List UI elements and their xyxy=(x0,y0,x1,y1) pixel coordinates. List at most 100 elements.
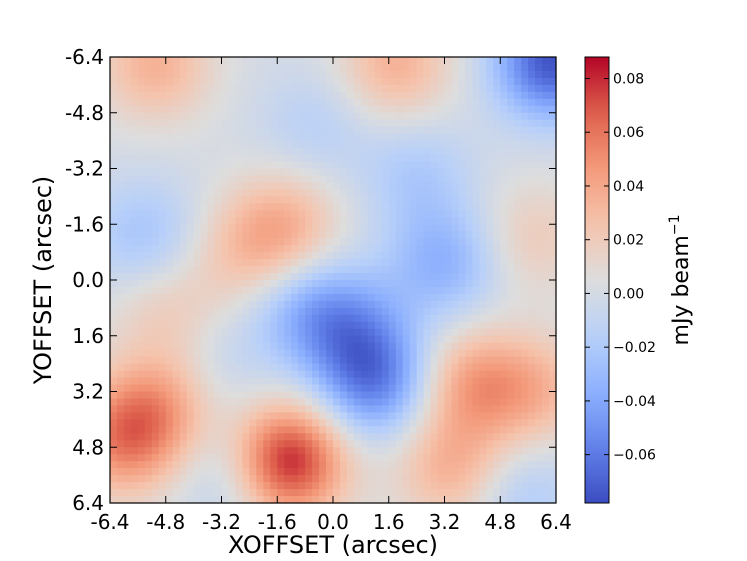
heatmap-cell xyxy=(486,70,494,79)
heatmap-cell xyxy=(367,489,376,497)
heatmap-cell xyxy=(514,91,522,100)
heatmap-cell xyxy=(333,398,341,407)
heatmap-cell xyxy=(388,252,397,260)
heatmap-cell xyxy=(305,412,313,420)
heatmap-cell xyxy=(339,266,348,274)
heatmap-cell xyxy=(110,259,118,267)
heatmap-cell xyxy=(430,468,439,476)
heatmap-cell xyxy=(235,280,244,288)
heatmap-cell xyxy=(165,475,174,483)
heatmap-cell xyxy=(423,475,432,483)
heatmap-cell xyxy=(151,482,160,490)
heatmap-cell xyxy=(339,398,348,407)
heatmap-cell xyxy=(116,105,125,114)
heatmap-cell xyxy=(137,98,146,107)
heatmap-cell xyxy=(193,482,202,490)
heatmap-cell xyxy=(333,266,341,274)
heatmap-cell xyxy=(200,475,209,483)
heatmap-cell xyxy=(549,356,557,365)
heatmap-cell xyxy=(123,314,132,323)
heatmap-cell xyxy=(500,293,508,302)
heatmap-cell xyxy=(214,91,223,100)
heatmap-cell xyxy=(179,447,188,455)
heatmap-cell xyxy=(263,349,271,358)
heatmap-cell xyxy=(130,210,139,218)
heatmap-cell xyxy=(388,133,397,142)
heatmap-cell xyxy=(360,203,369,211)
heatmap-cell xyxy=(402,91,411,100)
heatmap-cell xyxy=(542,161,550,170)
heatmap-cell xyxy=(486,286,494,295)
heatmap-cell xyxy=(486,231,494,239)
heatmap-cell xyxy=(326,105,334,114)
heatmap-cell xyxy=(430,147,439,156)
heatmap-cell xyxy=(263,391,271,400)
heatmap-cell xyxy=(360,147,369,156)
heatmap-cell xyxy=(235,266,244,274)
heatmap-cell xyxy=(326,147,334,156)
heatmap-cell xyxy=(367,57,376,65)
heatmap-cell xyxy=(151,349,160,358)
heatmap-cell xyxy=(312,238,320,246)
heatmap-cell xyxy=(451,84,460,93)
heatmap-cell xyxy=(528,286,536,295)
heatmap-cell xyxy=(465,468,473,476)
x-tick-label: -3.2 xyxy=(202,510,241,534)
heatmap-cell xyxy=(319,245,327,253)
heatmap-cell xyxy=(207,300,216,309)
heatmap-cell xyxy=(270,217,278,225)
heatmap-cell xyxy=(374,126,383,135)
heatmap-cell xyxy=(158,314,167,323)
heatmap-cell xyxy=(186,447,195,455)
heatmap-cell xyxy=(549,405,557,414)
heatmap-cell xyxy=(228,140,237,149)
heatmap-cell xyxy=(144,175,153,184)
heatmap-cell xyxy=(360,419,369,427)
heatmap-cell xyxy=(528,489,536,497)
heatmap-cell xyxy=(423,342,432,351)
heatmap-cell xyxy=(130,70,139,79)
heatmap-cell xyxy=(228,468,237,476)
heatmap-cell xyxy=(549,489,557,497)
heatmap-cell xyxy=(346,175,355,184)
heatmap-cell xyxy=(451,384,460,393)
heatmap-cell xyxy=(367,356,376,365)
heatmap-cell xyxy=(179,475,188,483)
heatmap-cell xyxy=(339,475,348,483)
heatmap-cell xyxy=(444,112,453,121)
heatmap-cell xyxy=(367,300,376,309)
heatmap-cell xyxy=(465,342,473,351)
heatmap-cell xyxy=(193,412,202,420)
heatmap-cell xyxy=(151,342,160,351)
heatmap-cell xyxy=(305,98,313,107)
heatmap-cell xyxy=(270,370,278,379)
heatmap-cell xyxy=(458,384,467,393)
heatmap-cell xyxy=(207,433,216,441)
heatmap-cell xyxy=(472,63,480,72)
heatmap-cell xyxy=(137,182,146,191)
heatmap-cell xyxy=(465,356,473,365)
heatmap-cell xyxy=(500,475,508,483)
heatmap-cell xyxy=(486,224,494,232)
heatmap-cell xyxy=(235,77,244,86)
heatmap-cell xyxy=(256,70,264,79)
heatmap-cell xyxy=(200,328,209,337)
heatmap-cell xyxy=(423,398,432,407)
heatmap-cell xyxy=(458,126,467,135)
heatmap-cell xyxy=(207,307,216,316)
heatmap-cell xyxy=(423,314,432,323)
heatmap-cell xyxy=(507,273,515,281)
heatmap-cell xyxy=(353,461,362,469)
heatmap-cell xyxy=(367,440,376,448)
heatmap-cell xyxy=(291,238,299,246)
heatmap-cell xyxy=(507,210,515,218)
heatmap-cell xyxy=(521,140,529,149)
heatmap-cell xyxy=(388,433,397,441)
heatmap-cell xyxy=(186,349,195,358)
heatmap-cell xyxy=(144,77,153,86)
heatmap-cell xyxy=(116,231,125,239)
heatmap-cell xyxy=(228,419,237,427)
heatmap-cell xyxy=(326,426,334,434)
heatmap-cell xyxy=(228,175,237,184)
heatmap-cell xyxy=(305,210,313,218)
